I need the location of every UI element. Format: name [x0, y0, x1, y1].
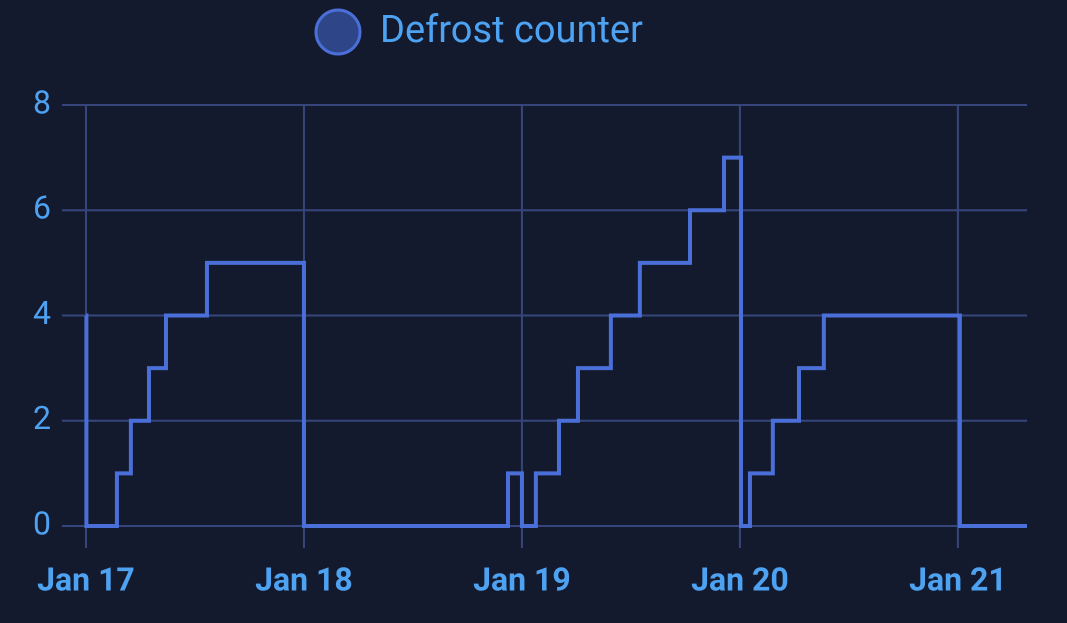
data-line	[84, 155, 1027, 528]
y-tick-label: 4	[33, 294, 51, 332]
legend-label: Defrost counter	[380, 8, 643, 52]
x-tick-label: Jan 19	[473, 560, 571, 598]
x-tick-label: Jan 21	[909, 560, 1007, 598]
y-tick-label: 2	[33, 399, 51, 437]
y-tick-label: 6	[33, 189, 51, 227]
y-tick-label: 8	[33, 83, 51, 121]
x-tick-label: Jan 18	[255, 560, 353, 598]
x-tick-label: Jan 17	[37, 560, 135, 598]
x-tick-label: Jan 20	[691, 560, 789, 598]
y-tick-label: 0	[33, 504, 51, 542]
legend-marker	[314, 8, 362, 56]
